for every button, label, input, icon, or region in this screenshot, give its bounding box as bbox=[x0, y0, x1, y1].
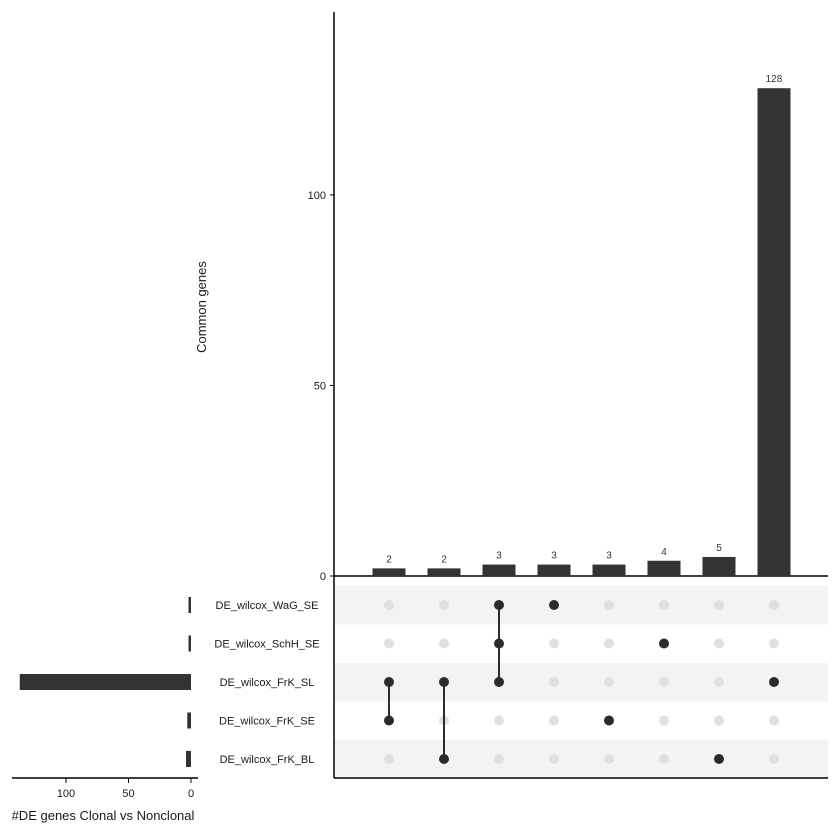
set-name-labels: DE_wilcox_WaG_SE DE_wilcox_SchH_SE DE_wilc… bbox=[214, 600, 319, 766]
intersection-bar-label: 3 bbox=[496, 551, 502, 562]
matrix-dot-inactive bbox=[769, 600, 779, 610]
matrix-dot-inactive bbox=[659, 600, 669, 610]
y-tick-label: 100 bbox=[308, 190, 326, 202]
set-name-label: DE_wilcox_FrK_SE bbox=[219, 716, 315, 728]
matrix-dot-active bbox=[439, 677, 449, 687]
matrix-dot-inactive bbox=[439, 638, 449, 649]
set-size-tick-label: 0 bbox=[188, 788, 194, 800]
matrix-dot-inactive bbox=[769, 715, 779, 726]
matrix-dot-active bbox=[604, 715, 614, 726]
matrix-dot-active bbox=[439, 754, 449, 764]
matrix-dot-active bbox=[384, 677, 394, 687]
matrix-dot-inactive bbox=[494, 754, 504, 764]
matrix-dot-inactive bbox=[549, 677, 559, 687]
matrix-dot-inactive bbox=[439, 600, 449, 610]
matrix-dot-inactive bbox=[549, 638, 559, 649]
intersection-size-axis: 0 50 100 bbox=[308, 12, 828, 583]
matrix-dot-inactive bbox=[604, 638, 614, 649]
set-membership-matrix bbox=[333, 576, 828, 779]
matrix-dot-active bbox=[769, 677, 779, 687]
matrix-dot-inactive bbox=[549, 754, 559, 764]
matrix-dot-inactive bbox=[659, 715, 669, 726]
intersection-bars: 2 2 3 3 3 4 5 128 bbox=[372, 74, 791, 576]
intersection-bar-label: 5 bbox=[716, 543, 722, 554]
y-tick-label: 50 bbox=[314, 380, 326, 392]
intersection-bar-label: 3 bbox=[606, 551, 612, 562]
matrix-dot-active bbox=[549, 600, 559, 610]
matrix-dot-active bbox=[494, 600, 504, 610]
matrix-dot-inactive bbox=[769, 754, 779, 764]
matrix-dot-active bbox=[384, 715, 394, 726]
matrix-dot-inactive bbox=[384, 754, 394, 764]
intersection-bar bbox=[702, 556, 736, 576]
matrix-dot-inactive bbox=[384, 638, 394, 649]
matrix-dot-inactive bbox=[769, 638, 779, 649]
set-name-label: DE_wilcox_FrK_SL bbox=[220, 677, 315, 689]
matrix-dot-inactive bbox=[604, 754, 614, 764]
matrix-dot-inactive bbox=[494, 715, 504, 726]
set-size-bar bbox=[19, 674, 191, 690]
matrix-dot-inactive bbox=[604, 600, 614, 610]
set-size-tick-label: 100 bbox=[57, 788, 75, 800]
set-size-tick-label: 50 bbox=[122, 788, 134, 800]
matrix-dot-inactive bbox=[714, 638, 724, 649]
intersection-bar-label: 3 bbox=[551, 551, 557, 562]
set-name-label: DE_wilcox_SchH_SE bbox=[214, 639, 319, 651]
set-size-axis-title: #DE genes Clonal vs Nonclonal bbox=[12, 808, 195, 823]
set-size-bar bbox=[188, 597, 191, 613]
y-tick-label: 0 bbox=[320, 571, 326, 583]
set-size-bar bbox=[188, 635, 191, 652]
intersection-bar-label: 2 bbox=[441, 554, 447, 565]
set-size-axis: 100 50 0 bbox=[12, 777, 198, 800]
intersection-bar bbox=[592, 564, 626, 576]
matrix-dot-inactive bbox=[714, 715, 724, 726]
matrix-dot-active bbox=[494, 677, 504, 687]
set-size-bar bbox=[187, 712, 191, 729]
y-axis-title: Common genes bbox=[194, 261, 209, 353]
intersection-bar bbox=[427, 568, 461, 576]
matrix-row-stripe bbox=[334, 586, 828, 625]
matrix-dot-active bbox=[659, 638, 669, 649]
intersection-bar bbox=[647, 560, 681, 576]
intersection-bar-label: 2 bbox=[386, 554, 392, 565]
intersection-bar-label: 4 bbox=[661, 547, 667, 558]
intersection-bar bbox=[372, 568, 406, 576]
matrix-row-stripes bbox=[334, 586, 828, 779]
intersection-bar bbox=[482, 564, 516, 576]
matrix-dot-inactive bbox=[659, 677, 669, 687]
matrix-row-stripe bbox=[334, 740, 828, 779]
set-name-label: DE_wilcox_FrK_BL bbox=[220, 754, 315, 766]
matrix-row-stripe bbox=[334, 663, 828, 702]
intersection-bar bbox=[757, 88, 791, 576]
matrix-dot-inactive bbox=[714, 677, 724, 687]
matrix-dot-active bbox=[714, 754, 724, 764]
matrix-dot-inactive bbox=[714, 600, 724, 610]
set-name-label: DE_wilcox_WaG_SE bbox=[216, 600, 319, 612]
matrix-dot-inactive bbox=[384, 600, 394, 610]
set-size-bars bbox=[19, 597, 191, 767]
matrix-dot-active bbox=[494, 638, 504, 649]
intersection-bar bbox=[537, 564, 571, 576]
matrix-dot-inactive bbox=[549, 715, 559, 726]
matrix-dot-inactive bbox=[659, 754, 669, 764]
set-size-bar bbox=[186, 751, 191, 767]
intersection-bar-label: 128 bbox=[766, 74, 783, 85]
matrix-dot-inactive bbox=[604, 677, 614, 687]
